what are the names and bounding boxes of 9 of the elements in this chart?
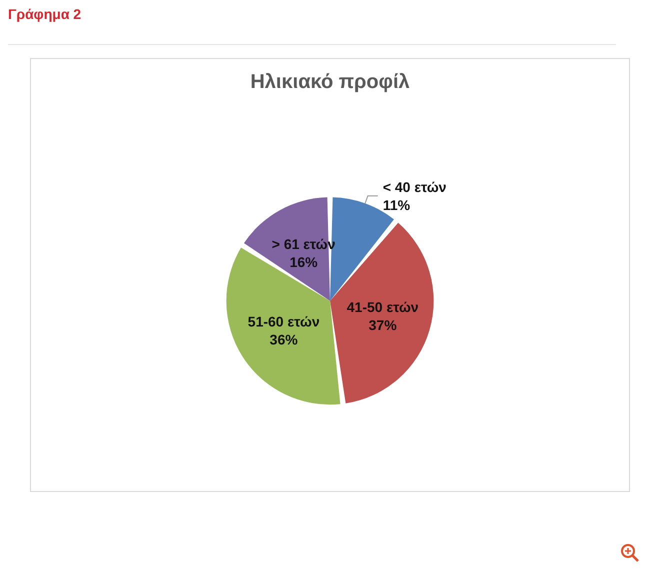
- text: Γράφημα 2: [8, 6, 82, 22]
- slice-label: < 40 ετών: [382, 178, 447, 195]
- data-label: 16%: [290, 254, 318, 270]
- data-label: 11%: [382, 196, 411, 213]
- slice-label: 51-60 ετών: [248, 313, 320, 330]
- chart-title: Ηλικιακό προφίλ: [250, 71, 410, 93]
- slice-label: 41-50 ετών: [346, 299, 419, 316]
- data-label: 36%: [270, 331, 298, 348]
- data-label: 37%: [368, 317, 398, 334]
